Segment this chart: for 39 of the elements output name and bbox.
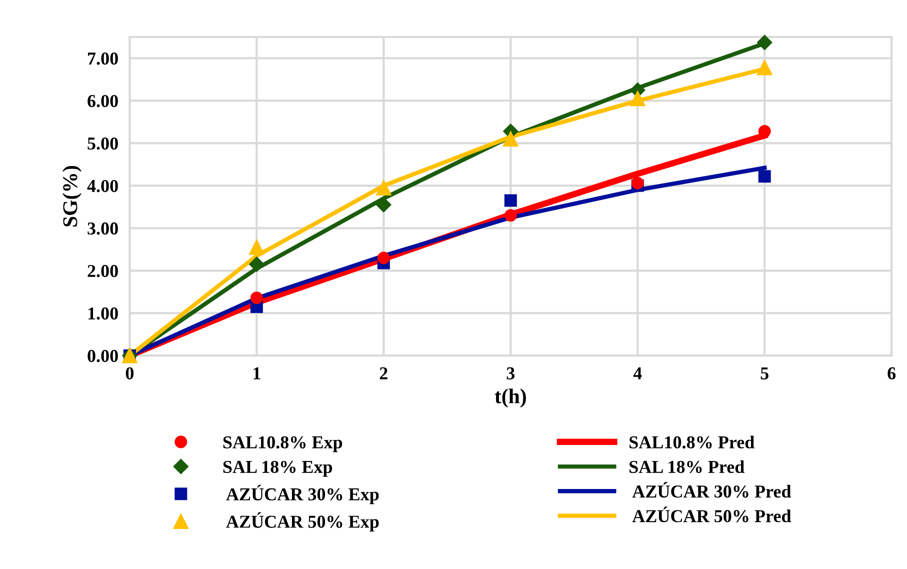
point [756,60,772,76]
y-tick-label: 7.00 [88,52,118,65]
y-axis-title: SG(%) [62,166,82,226]
x-tick-label: 5 [760,367,768,380]
point [250,292,263,304]
y-tick-label: 4.00 [87,180,118,192]
y-tick-label: 6.00 [88,94,118,108]
x-tick-label: 6 [888,367,896,380]
x-tick-label: 3 [506,367,515,380]
point [377,252,390,264]
y-tick-label: 0.00 [88,350,118,362]
y-tick-label: 2.00 [88,264,118,278]
x-tick-label: 4 [633,367,642,380]
point [503,131,518,147]
x-tick-label: 2 [380,367,388,380]
legend-label: AZÚCAR 50% Exp [226,512,379,532]
point [757,34,772,50]
point [758,170,771,183]
legend-label: SAL10.8% Exp [223,436,342,452]
legend-label: AZÚCAR 30% Exp [226,484,379,504]
legend-label: AZÚCAR 30% Pred [632,482,792,498]
y-tick-label: 3.00 [88,222,118,235]
x-axis-title: t(h) [494,388,526,408]
legend-label: SAL10.8% Pred [630,436,754,448]
point [504,194,517,207]
legend-label: SAL 18% Pred [630,460,744,474]
legend-label: SAL 18% Exp [223,460,332,477]
x-tick-label: 1 [254,367,260,380]
y-tick-label: 1.00 [88,307,118,320]
x-tick-label: 0 [126,367,134,380]
point [630,90,646,106]
point [504,209,517,222]
point [376,180,392,196]
point [249,256,264,272]
point [758,125,771,138]
legend-label: AZÚCAR 50% Pred [632,506,792,522]
point [631,176,644,190]
point [249,240,264,255]
y-tick-label: 5.00 [88,137,118,150]
